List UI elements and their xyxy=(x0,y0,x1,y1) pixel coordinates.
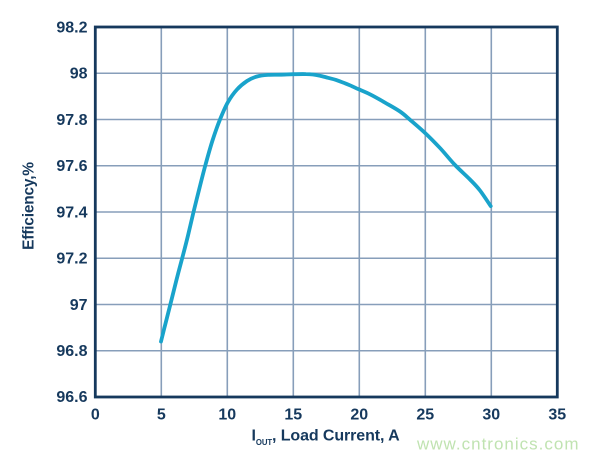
svg-text:25: 25 xyxy=(416,407,434,424)
svg-text:Efficiency,%: Efficiency,% xyxy=(21,162,38,250)
svg-text:96.8: 96.8 xyxy=(56,343,87,360)
svg-text:15: 15 xyxy=(284,407,302,424)
svg-text:30: 30 xyxy=(482,407,500,424)
svg-text:97.2: 97.2 xyxy=(56,251,87,268)
svg-text:20: 20 xyxy=(350,407,368,424)
svg-text:98.2: 98.2 xyxy=(56,20,87,37)
svg-text:98: 98 xyxy=(70,66,88,83)
svg-text:97.6: 97.6 xyxy=(56,158,87,175)
svg-text:5: 5 xyxy=(157,407,166,424)
svg-text:IOUT, Load Current, A: IOUT, Load Current, A xyxy=(252,428,401,448)
svg-text:97.8: 97.8 xyxy=(56,112,87,129)
svg-text:97: 97 xyxy=(70,297,88,314)
svg-text:www.cntronics.com: www.cntronics.com xyxy=(416,435,579,454)
svg-text:97.4: 97.4 xyxy=(56,204,87,221)
svg-text:35: 35 xyxy=(548,407,566,424)
svg-text:0: 0 xyxy=(91,407,100,424)
svg-text:96.6: 96.6 xyxy=(56,389,87,406)
svg-text:10: 10 xyxy=(218,407,236,424)
